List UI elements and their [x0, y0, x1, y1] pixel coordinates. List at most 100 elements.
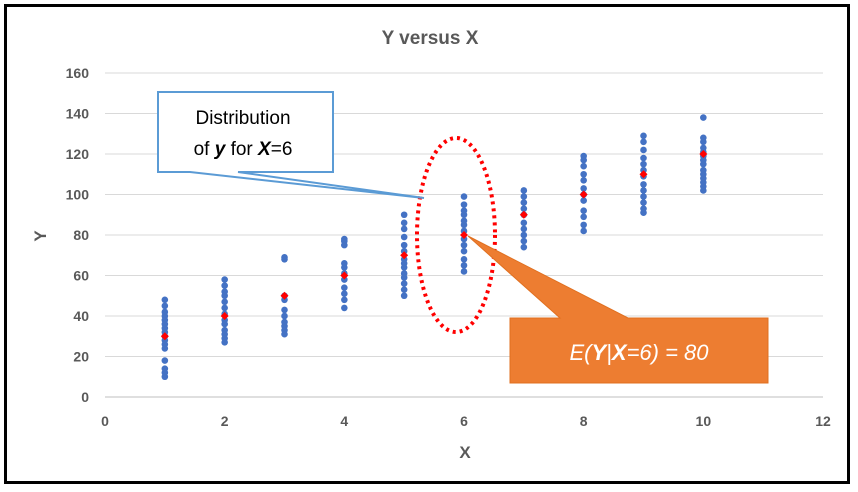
data-point	[281, 312, 288, 320]
data-point	[520, 243, 528, 251]
data-point	[460, 221, 468, 229]
data-point	[400, 241, 408, 249]
y-tick-label: 120	[66, 146, 90, 162]
data-point	[281, 296, 288, 304]
data-point	[221, 304, 228, 312]
data-point	[520, 225, 528, 233]
data-point	[640, 154, 647, 162]
data-point	[400, 286, 408, 293]
data-point	[341, 241, 348, 249]
data-point	[520, 219, 528, 227]
data-point	[520, 199, 528, 206]
y-tick-label: 60	[73, 268, 89, 284]
data-point	[640, 146, 647, 154]
data-point	[700, 138, 707, 146]
y-tick-label: 80	[73, 227, 89, 243]
data-point	[341, 304, 348, 312]
callout-eq: =6	[271, 139, 293, 160]
data-point	[400, 264, 408, 271]
mean-point	[400, 251, 409, 260]
mean-point	[340, 271, 349, 280]
data-point	[640, 209, 647, 217]
x-tick-label: 6	[460, 413, 468, 429]
y-tick-label: 160	[66, 65, 90, 81]
data-point	[580, 170, 587, 178]
data-point	[460, 262, 468, 269]
data-point	[640, 181, 647, 188]
mean-point	[220, 312, 229, 320]
data-point	[221, 339, 228, 346]
data-point	[700, 160, 707, 168]
expectation-callout: E(Y|X=6) = 80	[467, 235, 769, 384]
data-point	[460, 241, 468, 249]
data-point	[580, 197, 587, 204]
data-point	[640, 199, 647, 206]
data-point	[580, 221, 587, 229]
data-point	[341, 276, 348, 283]
x-tick-labels: 0 2 4 6 8 10 12	[101, 413, 831, 429]
x-tick-label: 2	[221, 413, 229, 429]
data-point	[400, 274, 408, 281]
y-tick-label: 20	[73, 349, 89, 365]
data-point	[221, 276, 228, 283]
data-point	[580, 213, 587, 221]
data-point	[281, 306, 288, 314]
data-point	[161, 373, 169, 381]
data-point	[221, 282, 228, 289]
x-tick-label: 10	[696, 413, 712, 429]
y-tick-labels: 0 20 40 60 80 100 120 140 160	[66, 65, 90, 405]
mean-point	[639, 170, 648, 179]
data-point	[161, 357, 169, 364]
callout-y-symbol: y	[214, 139, 227, 160]
mean-point	[519, 210, 528, 219]
data-point	[400, 233, 408, 241]
callout-e-bar: |	[606, 340, 612, 365]
data-point	[460, 247, 468, 255]
data-point	[640, 132, 647, 140]
data-point	[161, 302, 169, 310]
chart-frame	[4, 4, 850, 484]
callout-for: for	[225, 139, 258, 160]
distribution-callout-shape	[157, 91, 425, 199]
data-point	[161, 296, 169, 304]
data-point	[341, 284, 348, 291]
data-point	[520, 237, 528, 245]
data-point	[400, 247, 408, 255]
mean-point	[579, 190, 588, 199]
callout-x-symbol: X	[257, 139, 272, 160]
data-point	[580, 227, 587, 235]
data-point	[640, 166, 647, 174]
x-axis-label: X	[459, 443, 471, 462]
y-axis-label: Y	[31, 230, 50, 242]
data-point	[400, 219, 408, 227]
data-point	[700, 187, 707, 194]
data-point	[520, 193, 528, 200]
mean-points	[160, 150, 708, 341]
data-point	[460, 193, 468, 200]
y-tick-label: 0	[81, 389, 89, 405]
distribution-callout: Distribution of y for X=6	[157, 91, 425, 199]
mean-point	[699, 150, 708, 158]
y-tick-label: 100	[66, 187, 90, 203]
data-point	[640, 138, 647, 146]
data-point	[341, 264, 348, 271]
data-point	[580, 207, 587, 214]
data-point	[161, 345, 169, 352]
data-point	[400, 280, 408, 287]
data-point	[520, 205, 528, 212]
data-point	[700, 114, 707, 121]
data-point	[640, 187, 647, 194]
chart-title: Y versus X	[382, 28, 479, 49]
data-point	[520, 187, 528, 194]
data-point	[460, 211, 468, 219]
data-point	[580, 162, 587, 170]
callout-e-x: X	[610, 340, 628, 365]
x-tick-label: 8	[580, 413, 588, 429]
data-point	[281, 330, 288, 338]
x-tick-label: 0	[101, 413, 109, 429]
data-point	[640, 193, 647, 200]
data-point	[221, 320, 228, 328]
data-point	[460, 227, 468, 235]
x-tick-label: 12	[815, 413, 831, 429]
data-point	[281, 255, 288, 263]
